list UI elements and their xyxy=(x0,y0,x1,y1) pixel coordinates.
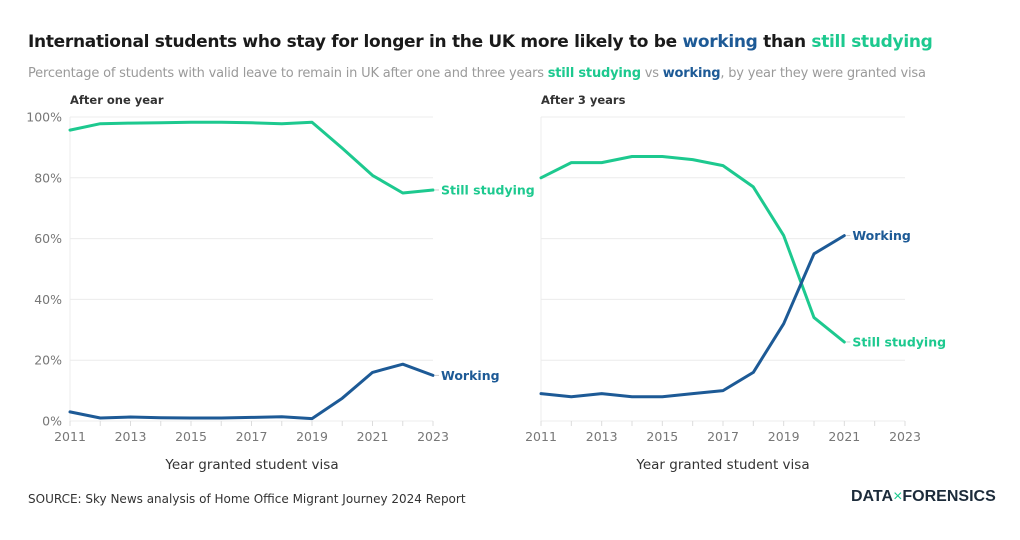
series-line-working xyxy=(68,362,435,421)
x-tick-label: 2015 xyxy=(646,429,678,444)
x-tick-label: 2021 xyxy=(828,429,860,444)
series-label-still-studying: Still studying xyxy=(852,334,946,349)
series-label-still-studying: Still studying xyxy=(441,182,535,197)
x-tick-label: 2021 xyxy=(357,429,389,444)
y-tick-label: 60% xyxy=(34,231,62,246)
series-line-still-studying xyxy=(68,120,435,195)
logo-forensics: FORENSICS xyxy=(902,488,996,505)
x-tick-label: 2023 xyxy=(889,429,921,444)
x-tick-label: 2017 xyxy=(707,429,739,444)
x-tick-label: 2015 xyxy=(175,429,207,444)
subtitle-text: Percentage of students with valid leave … xyxy=(28,66,548,81)
title-than: than xyxy=(757,32,812,52)
x-axis-label: Year granted student visa xyxy=(635,457,809,473)
logo-data: DATA xyxy=(851,488,894,505)
panel-title: After one year xyxy=(70,93,164,107)
series-line-working xyxy=(539,234,846,399)
x-tick-label: 2017 xyxy=(236,429,268,444)
subtitle-vs: vs xyxy=(640,66,663,81)
y-tick-label: 80% xyxy=(34,170,62,185)
series-line-still-studying xyxy=(539,155,846,344)
x-tick-label: 2013 xyxy=(586,429,618,444)
title-text: International students who stay for long… xyxy=(28,32,683,52)
subtitle-working: working xyxy=(662,66,721,81)
series-label-working: Working xyxy=(852,228,911,243)
subtitle-still-studying: still studying xyxy=(547,66,641,81)
y-tick-label: 40% xyxy=(34,292,62,307)
x-tick-label: 2011 xyxy=(54,429,86,444)
x-tick-label: 2011 xyxy=(525,429,557,444)
y-tick-label: 0% xyxy=(42,414,62,429)
title-working: working xyxy=(682,32,758,52)
x-tick-label: 2013 xyxy=(115,429,147,444)
chart-subtitle: Percentage of students with valid leave … xyxy=(28,66,926,81)
title-still-studying: still studying xyxy=(811,32,933,52)
x-tick-label: 2019 xyxy=(296,429,328,444)
subtitle-tail: , by year they were granted visa xyxy=(720,66,926,81)
y-tick-label: 20% xyxy=(34,353,62,368)
x-tick-label: 2023 xyxy=(417,429,449,444)
source-note: SOURCE: Sky News analysis of Home Office… xyxy=(28,492,466,506)
x-tick-label: 2019 xyxy=(768,429,800,444)
data-forensics-logo: DATA×FORENSICS xyxy=(851,488,996,506)
x-axis-label: Year granted student visa xyxy=(164,457,338,473)
y-tick-label: 100% xyxy=(26,110,62,125)
series-label-working: Working xyxy=(441,368,500,383)
panel-title: After 3 years xyxy=(541,93,626,107)
chart-title: International students who stay for long… xyxy=(28,32,933,52)
logo-x: × xyxy=(893,488,903,505)
